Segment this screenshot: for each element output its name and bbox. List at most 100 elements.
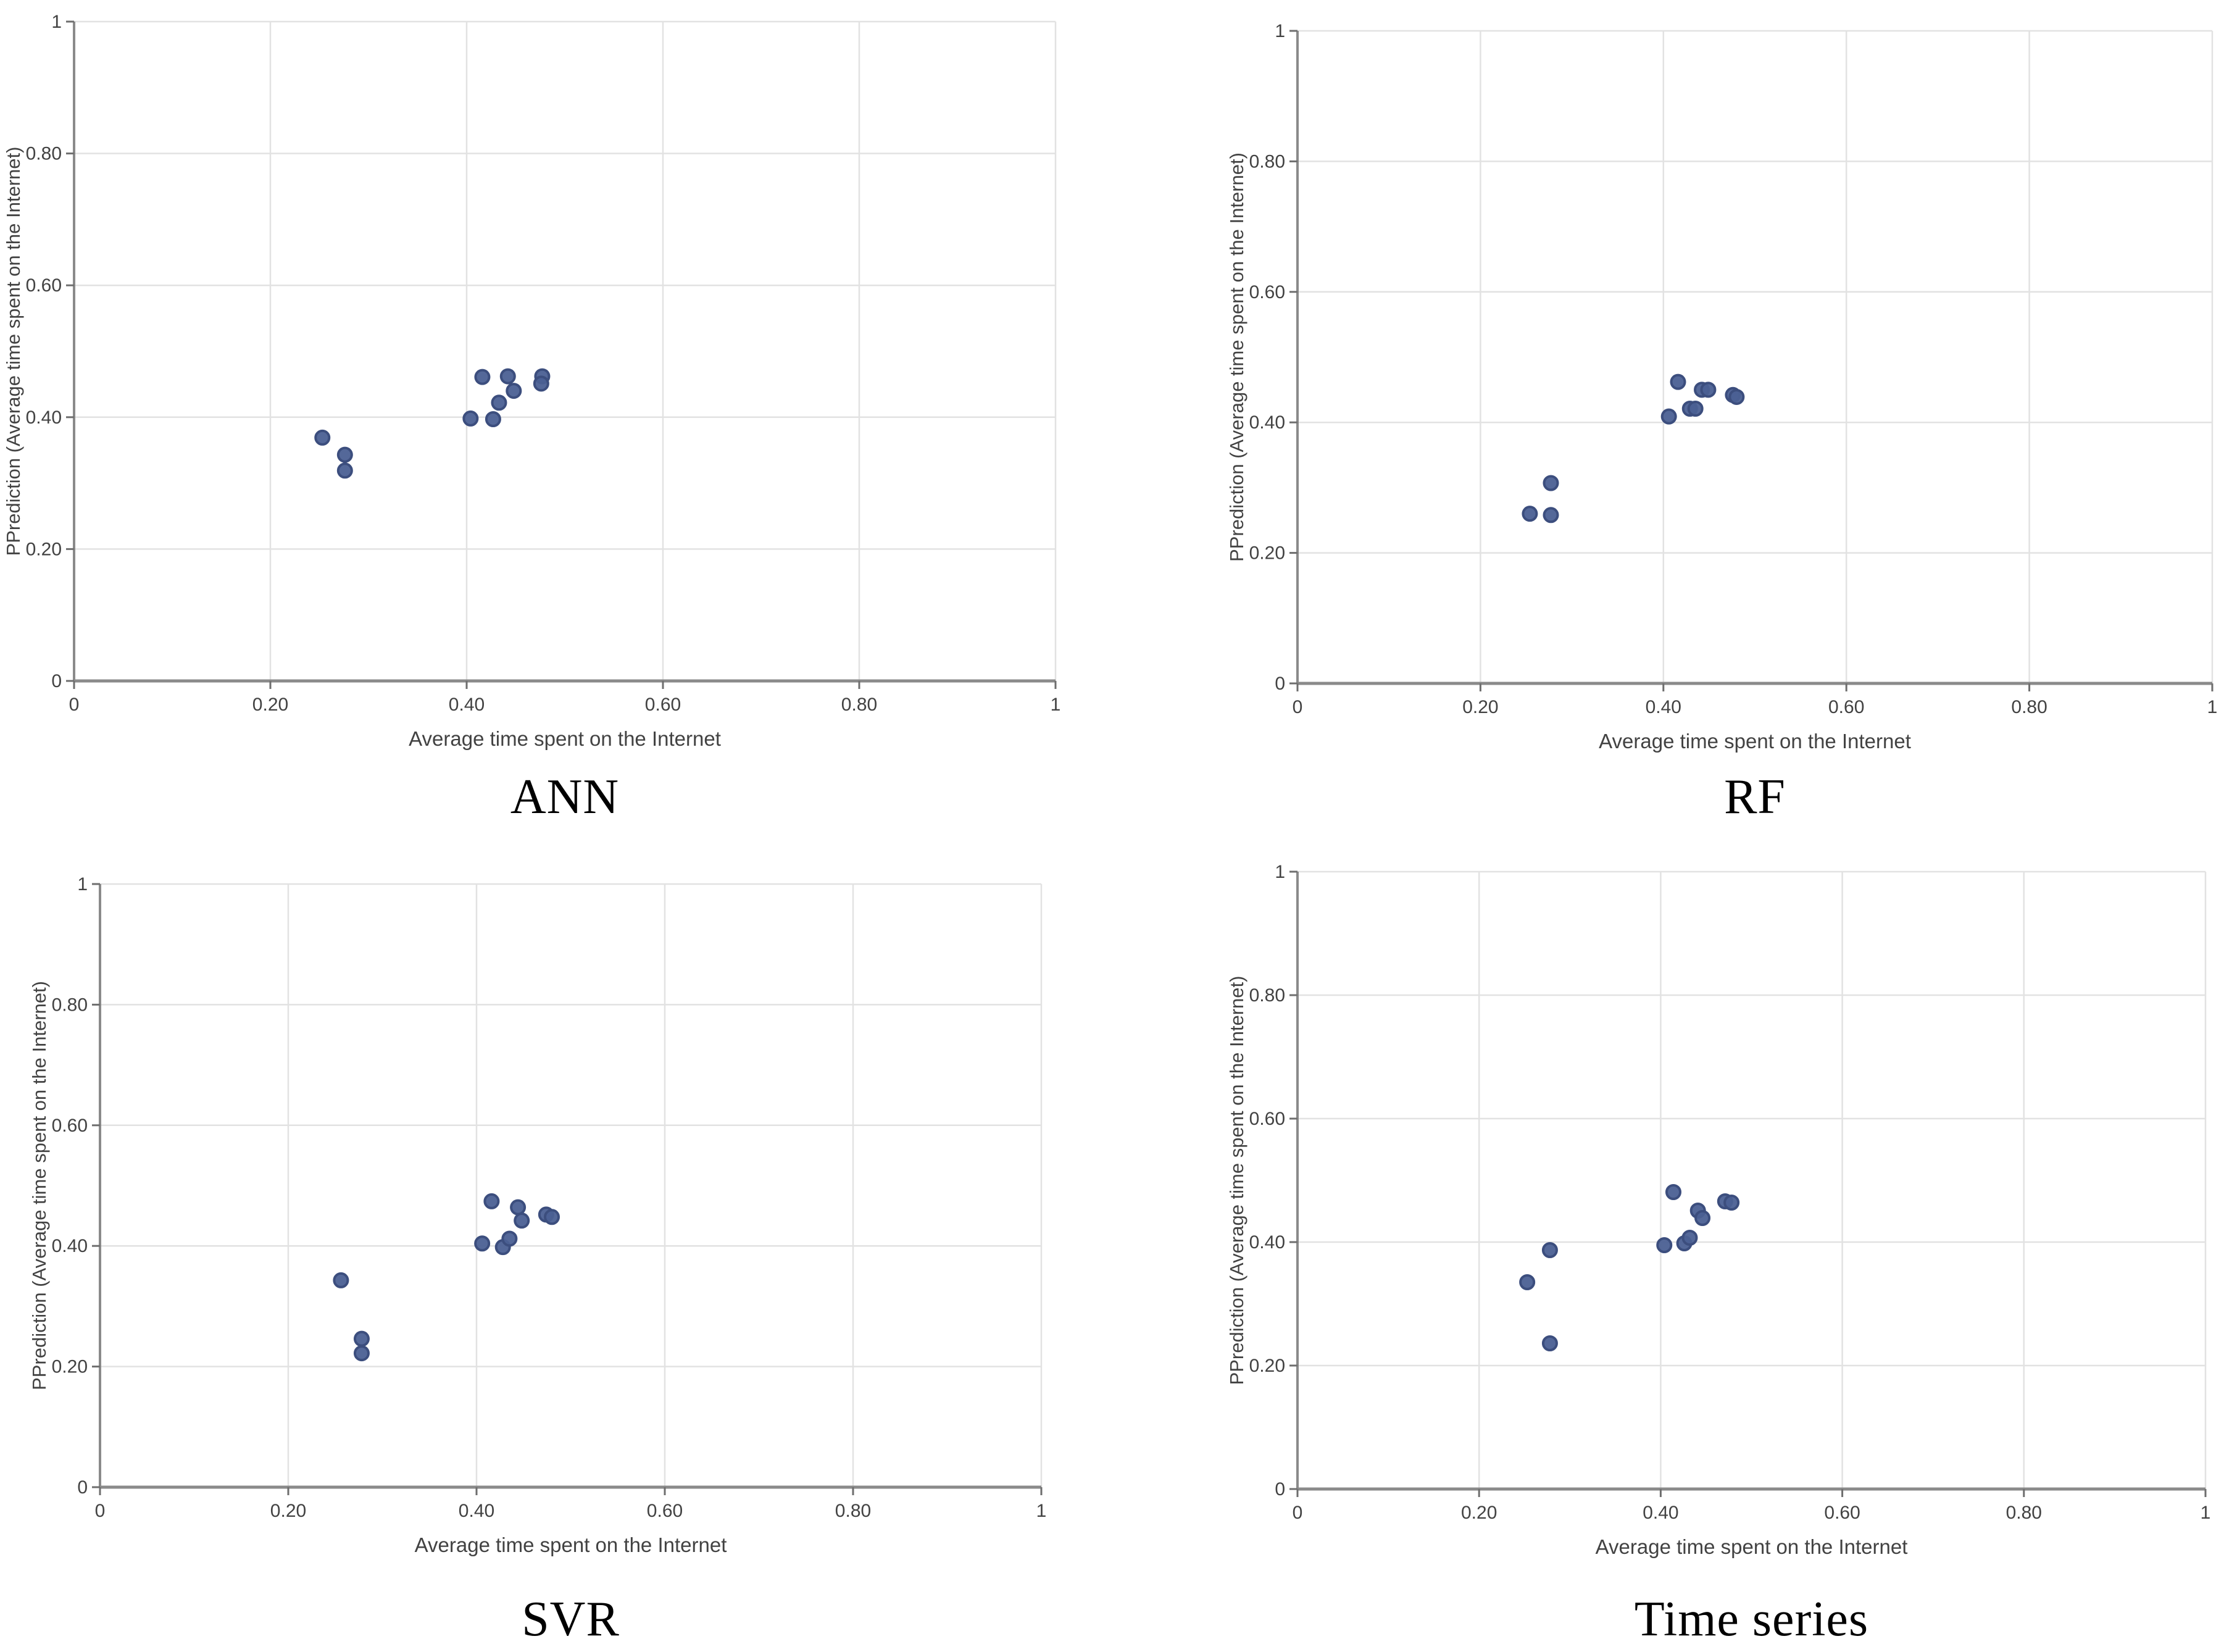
y-tick-label: 0.20 xyxy=(26,539,62,559)
data-point xyxy=(1687,401,1704,417)
data-point xyxy=(1519,1274,1536,1290)
y-tick-label: 0.60 xyxy=(52,1116,88,1136)
x-tick-label: 0.20 xyxy=(270,1501,306,1521)
data-point xyxy=(1681,1230,1698,1246)
y-tick-label: 0.80 xyxy=(1249,151,1285,172)
data-point xyxy=(514,1212,530,1229)
y-tick-label: 1 xyxy=(1275,21,1285,41)
x-tick-label: 0.40 xyxy=(1643,1503,1678,1523)
data-point xyxy=(483,1193,500,1209)
y-tick-label: 0.60 xyxy=(1249,1109,1285,1129)
y-tick-label: 0.40 xyxy=(1249,1232,1285,1253)
data-point xyxy=(1541,1335,1558,1351)
x-axis-label: Average time spent on the Internet xyxy=(1596,1535,1908,1558)
data-point xyxy=(1723,1195,1740,1211)
data-point xyxy=(533,375,549,392)
y-tick-label: 1 xyxy=(51,12,62,32)
data-point xyxy=(353,1330,370,1347)
data-point xyxy=(474,369,491,385)
y-axis-label: PPrediction (Average time spent on the I… xyxy=(1226,976,1247,1385)
y-tick-label: 0.60 xyxy=(1249,282,1285,302)
data-point xyxy=(1541,1242,1558,1258)
x-tick-label: 0.60 xyxy=(1824,1503,1860,1523)
x-tick-label: 1 xyxy=(2201,1503,2211,1523)
data-point xyxy=(1670,373,1686,390)
y-tick-label: 0.20 xyxy=(52,1357,88,1377)
y-tick-label: 0.80 xyxy=(26,144,62,164)
x-axis-label: Average time spent on the Internet xyxy=(409,727,721,750)
x-tick-label: 0.80 xyxy=(841,695,877,715)
y-axis-label: PPrediction (Average time spent on the I… xyxy=(2,147,24,556)
scatter-plot-svr: 0 0.20 0.40 0.60 0.80 1 0 0.20 0.40 0.60 0.80 1 Aver… xyxy=(28,874,1047,1556)
x-tick-label: 0.60 xyxy=(645,695,681,715)
data-point xyxy=(314,429,331,446)
x-tick-label: 0.80 xyxy=(835,1501,871,1521)
data-point xyxy=(1660,408,1677,425)
x-tick-label: 0.40 xyxy=(459,1501,494,1521)
x-axis-label: Average time spent on the Internet xyxy=(1599,730,1911,753)
x-tick-label: 0.80 xyxy=(2011,697,2047,717)
y-tick-label: 1 xyxy=(1275,862,1285,882)
data-point xyxy=(1728,388,1745,405)
y-tick-label: 0.60 xyxy=(26,275,62,296)
data-point xyxy=(506,383,522,399)
x-tick-label: 0.40 xyxy=(449,695,485,715)
x-tick-label: 0.60 xyxy=(1828,697,1864,717)
y-tick-label: 0 xyxy=(77,1477,88,1498)
scatter-plot-ts: 0 0.20 0.40 0.60 0.80 1 0 0.20 0.40 0.60 0.80 1 Aver… xyxy=(1226,862,2211,1558)
data-point xyxy=(336,446,353,463)
data-point xyxy=(544,1209,560,1225)
data-point xyxy=(333,1272,349,1288)
x-tick-label: 0.20 xyxy=(1461,1503,1497,1523)
y-tick-label: 0.20 xyxy=(1249,543,1285,564)
y-axis-label: PPrediction (Average time spent on the I… xyxy=(28,981,50,1390)
x-tick-label: 0.60 xyxy=(647,1501,683,1521)
y-tick-label: 0 xyxy=(51,671,62,691)
y-tick-label: 0.80 xyxy=(1249,985,1285,1006)
data-point xyxy=(474,1235,491,1252)
x-tick-label: 0 xyxy=(69,695,80,715)
scatter-plot-rf: 0 0.20 0.40 0.60 0.80 1 0 0.20 0.40 0.60 0.80 1 Aver… xyxy=(1226,21,2218,753)
y-axis-label: PPrediction (Average time spent on the I… xyxy=(1226,152,1247,562)
data-point xyxy=(1694,1210,1711,1226)
data-point xyxy=(501,1230,518,1247)
y-tick-label: 0.20 xyxy=(1249,1356,1285,1376)
data-point xyxy=(1700,382,1717,398)
data-point xyxy=(353,1345,370,1362)
data-point xyxy=(336,462,353,479)
data-point xyxy=(1656,1237,1673,1253)
data-point xyxy=(491,394,507,411)
y-tick-label: 0.40 xyxy=(52,1236,88,1256)
x-tick-label: 0.20 xyxy=(1462,697,1498,717)
chart-title-rf: RF xyxy=(1724,770,1786,824)
x-tick-label: 1 xyxy=(2207,697,2218,717)
chart-title-ann: ANN xyxy=(510,770,620,824)
data-point xyxy=(485,411,501,428)
data-point xyxy=(1522,506,1538,522)
y-tick-label: 0.40 xyxy=(26,407,62,428)
data-point xyxy=(510,1199,527,1216)
x-tick-label: 0.20 xyxy=(252,695,288,715)
x-tick-label: 1 xyxy=(1051,695,1061,715)
x-tick-label: 0.40 xyxy=(1646,697,1681,717)
x-tick-label: 0 xyxy=(95,1501,106,1521)
chart-title-svr: SVR xyxy=(522,1592,620,1646)
data-point xyxy=(1543,475,1559,491)
y-tick-label: 0.40 xyxy=(1249,412,1285,433)
data-point xyxy=(1543,507,1559,524)
x-tick-label: 0.80 xyxy=(2006,1503,2042,1523)
data-point xyxy=(499,368,516,385)
x-axis-label: Average time spent on the Internet xyxy=(415,1533,727,1556)
chart-title-ts: Time series xyxy=(1634,1592,1869,1646)
y-tick-label: 0 xyxy=(1275,1479,1285,1500)
x-tick-label: 0 xyxy=(1293,1503,1303,1523)
y-tick-label: 1 xyxy=(77,874,88,895)
y-tick-label: 0 xyxy=(1275,674,1285,694)
x-tick-label: 1 xyxy=(1036,1501,1047,1521)
data-point xyxy=(1665,1184,1681,1200)
x-tick-label: 0 xyxy=(1293,697,1303,717)
y-tick-label: 0.80 xyxy=(52,995,88,1015)
data-point xyxy=(462,410,479,427)
scatter-plot-ann: 0 0.20 0.40 0.60 0.80 1 0 0.20 0.40 0.60 0.80 1 Aver… xyxy=(2,12,1061,750)
